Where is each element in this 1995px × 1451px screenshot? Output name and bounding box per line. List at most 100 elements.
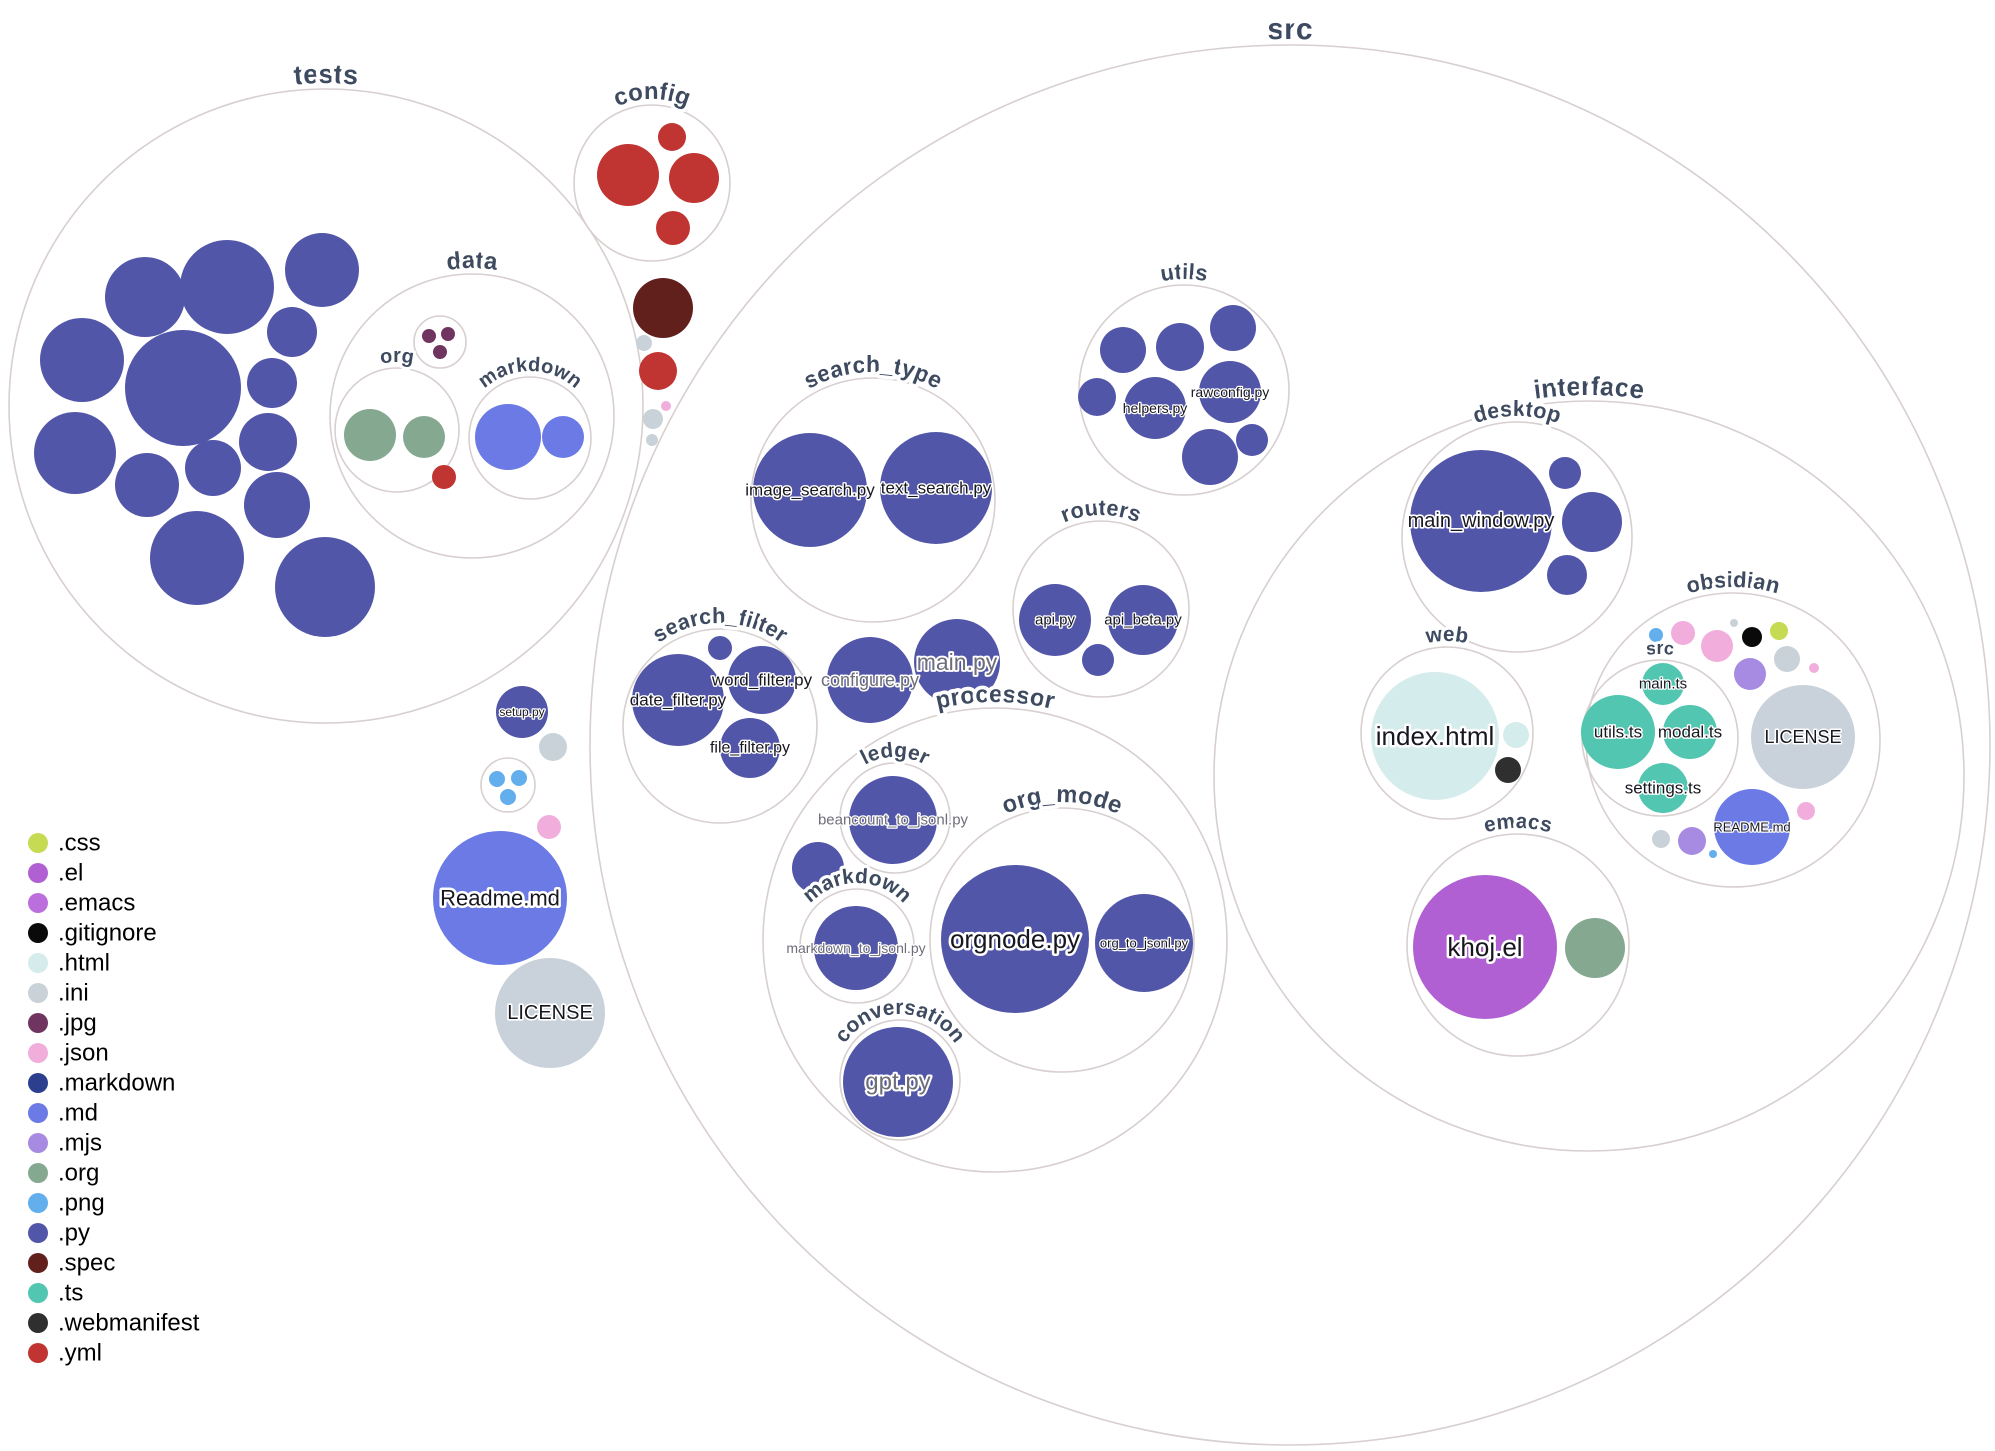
legend-label-ts: .ts: [58, 1280, 83, 1307]
file-label-modal.ts: modal.ts: [1658, 723, 1722, 742]
file-circle-py-file: [1100, 327, 1146, 373]
dir-circle-routers: [1012, 520, 1190, 698]
legend-label-jpg: .jpg: [58, 1010, 97, 1037]
legend-swatch-emacs-icon: [28, 893, 48, 913]
file-circle-setup.py: [496, 686, 548, 738]
file-circle-markdown_to_jsonl.py: [814, 906, 898, 990]
file-circle-py-file: [1082, 644, 1114, 676]
dir-label-src: src: [1267, 13, 1313, 46]
dir-circle-search_type: [750, 377, 996, 623]
legend-item-mjs: .mjs: [28, 1130, 102, 1157]
file-circle-css-file: [1770, 622, 1788, 640]
file-circle-ini-file: [636, 335, 652, 351]
file-label-image_search.py: image_search.py: [745, 481, 875, 500]
legend-label-webmanifest: .webmanifest: [58, 1310, 200, 1337]
dir-circle-markdown: [799, 888, 915, 1004]
legend-label-ini: .ini: [58, 980, 89, 1007]
legend-swatch-css-icon: [28, 833, 48, 853]
dir-label-web: web: [1423, 623, 1470, 648]
file-circle-LICENSE: [1751, 685, 1855, 789]
file-label-gpt.py: gpt.py: [865, 1069, 930, 1096]
file-circle-py-file: [275, 537, 375, 637]
legend-label-py: .py: [58, 1220, 90, 1247]
dir-circle-ledger: [839, 762, 951, 874]
file-label-api_beta.py: api_beta.py: [1104, 612, 1182, 629]
legend-swatch-org-icon: [28, 1163, 48, 1183]
legend-label-css: .css: [58, 830, 101, 857]
file-circle-jpg-file: [433, 345, 447, 359]
file-circle-settings.ts: [1638, 763, 1688, 813]
legend-item-gitignore: .gitignore: [28, 920, 157, 947]
file-circle-ini-file: [1652, 830, 1670, 848]
file-label-main.ts: main.ts: [1639, 676, 1687, 693]
file-circle-configure.py: [827, 637, 913, 723]
file-circle-py-file: [244, 472, 310, 538]
dir-circle-unlabeled: [480, 757, 536, 813]
file-circle-py-file: [1236, 424, 1268, 456]
file-label-README.md: README.md: [1713, 820, 1790, 835]
file-circle-py-file: [1182, 429, 1238, 485]
file-circle-yml-file: [597, 144, 659, 206]
file-circle-py-file: [1078, 378, 1116, 416]
legend-label-el: .el: [58, 860, 83, 887]
file-circle-index.html: [1371, 672, 1499, 800]
file-circle-ini-file: [1730, 619, 1738, 627]
file-label-beancount_to_jsonl.py: beancount_to_jsonl.py: [818, 812, 969, 829]
legend-label-emacs: .emacs: [58, 890, 135, 917]
legend-label-mjs: .mjs: [58, 1130, 102, 1157]
file-circle-Readme.md: [433, 831, 567, 965]
file-circle-md-file: [475, 404, 541, 470]
file-circle-modal.ts: [1663, 705, 1717, 759]
file-label-index.html: index.html: [1376, 721, 1495, 751]
legend-swatch-webmanifest-icon: [28, 1313, 48, 1333]
legend-item-json: .json: [28, 1040, 109, 1067]
file-circle-beancount_to_jsonl.py: [849, 776, 937, 864]
file-label-helpers.py: helpers.py: [1123, 400, 1188, 416]
circles-layer: [8, 44, 1991, 1446]
file-circle-LICENSE: [495, 958, 605, 1068]
dir-circle-processor: [762, 707, 1228, 1173]
file-circle-py-file: [1547, 555, 1587, 595]
file-circle-py-file: [125, 330, 241, 446]
legend-swatch-json-icon: [28, 1043, 48, 1063]
file-circle-png-file: [1649, 628, 1663, 642]
file-circle-png-file: [500, 789, 516, 805]
legend-label-spec: .spec: [58, 1250, 115, 1277]
dir-circle-unlabeled: [413, 315, 467, 369]
file-label-setup.py: setup.py: [499, 705, 544, 719]
file-circle-word_filter.py: [728, 646, 796, 714]
file-circle-date_filter.py: [632, 654, 724, 746]
legend-label-png: .png: [58, 1190, 105, 1217]
file-circle-rawconfig.py: [1199, 361, 1261, 423]
legend-label-html: .html: [58, 950, 110, 977]
file-circle-png-file: [489, 771, 505, 787]
legend-swatch-el-icon: [28, 863, 48, 883]
legend: .css .el .emacs .gitignore .html .ini .jpg .jso…: [28, 830, 200, 1367]
file-circle-ini-file: [643, 409, 663, 429]
file-circle-py-file: [247, 358, 297, 408]
file-circle-py-file: [1562, 492, 1622, 552]
dir-circle-emacs: [1406, 833, 1630, 1057]
legend-label-markdown: .markdown: [58, 1070, 175, 1097]
file-circle-text_search.py: [880, 432, 992, 544]
legend-swatch-yml-icon: [28, 1343, 48, 1363]
file-circle-ini-file: [539, 733, 567, 761]
file-circle-README.md: [1714, 789, 1790, 865]
dir-circle-org_mode: [929, 807, 1195, 1073]
legend-item-png: .png: [28, 1190, 105, 1217]
file-label-utils.ts: utils.ts: [1594, 723, 1642, 742]
legend-item-yml: .yml: [28, 1340, 102, 1367]
legend-swatch-markdown-icon: [28, 1073, 48, 1093]
file-circle-gpt.py: [843, 1027, 953, 1137]
dir-circle-utils: [1078, 284, 1290, 496]
file-label-org_to_jsonl.py: org_to_jsonl.py: [1100, 936, 1189, 951]
file-circle-py-file: [1210, 305, 1256, 351]
legend-label-md: .md: [58, 1100, 98, 1127]
dir-circle-interface: [1213, 400, 1965, 1152]
legend-swatch-ini-icon: [28, 983, 48, 1003]
legend-item-emacs: .emacs: [28, 890, 135, 917]
dir-label-utils: utils: [1159, 259, 1210, 286]
file-label-api.py: api.py: [1035, 612, 1076, 629]
file-label-main.py: main.py: [917, 649, 998, 675]
file-circle-py-file: [180, 240, 274, 334]
